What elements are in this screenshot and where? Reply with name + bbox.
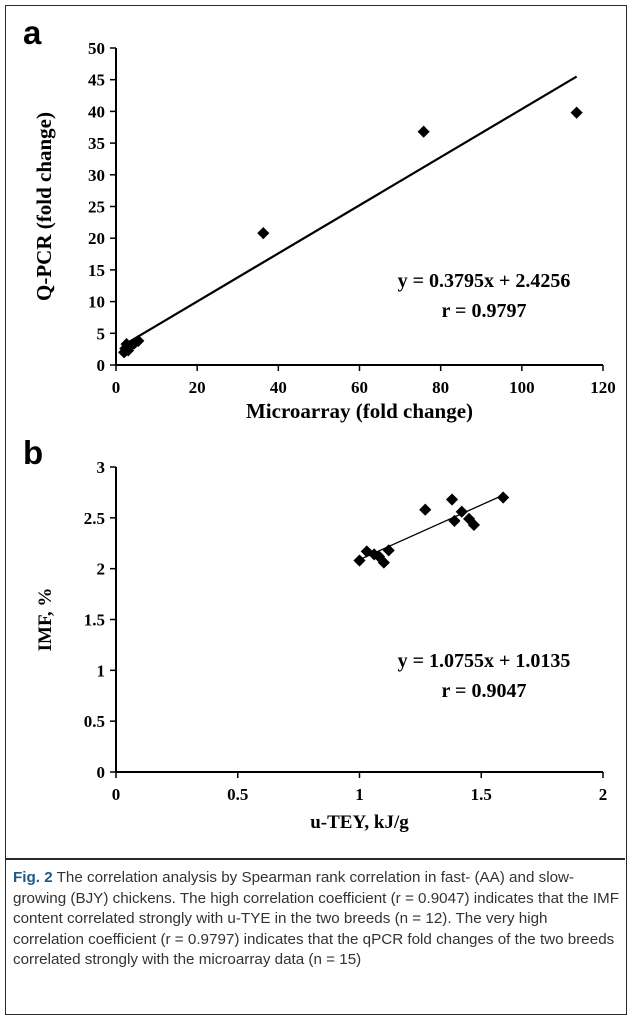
y-tick-label: 0.5 — [84, 712, 105, 731]
scatter-chart-a: 0 5 10 15 20 25 30 35 40 45 50 0 20 40 60 80 100 120 Micro… — [32, 39, 616, 423]
y-tick-label: 1.5 — [84, 611, 105, 630]
figure-frame: a b 0 5 10 15 20 25 30 35 40 45 50 0 20 40 60 80 100 120 M… — [5, 5, 627, 1015]
trendline — [123, 75, 578, 346]
regression-equation: y = 0.3795x + 2.4256 — [398, 270, 571, 292]
data-point — [448, 514, 461, 527]
y-axis-label: Q-PCR (fold change) — [32, 112, 56, 301]
data-point — [417, 125, 430, 138]
trendline — [359, 494, 504, 561]
y-tick-label: 45 — [88, 71, 105, 90]
figure-caption: Fig. 2 The correlation analysis by Spear… — [13, 868, 619, 971]
x-tick-label: 1.5 — [471, 785, 492, 804]
x-tick-label: 0 — [112, 785, 121, 804]
y-tick-label: 10 — [88, 293, 105, 312]
x-tick-label: 0.5 — [227, 785, 248, 804]
data-point — [382, 544, 395, 557]
y-tick-label: 25 — [88, 198, 105, 217]
data-point — [445, 493, 459, 506]
correlation-coefficient: r = 0.9047 — [442, 680, 527, 702]
caption-text: The correlation analysis by Spearman ran… — [13, 869, 619, 968]
y-tick-label: 15 — [88, 261, 105, 280]
regression-equation: y = 1.0755x + 1.0135 — [398, 650, 571, 672]
data-point — [419, 503, 432, 516]
x-tick-label: 100 — [509, 378, 535, 397]
y-tick-label: 5 — [97, 324, 106, 343]
panel-label-b: b — [23, 434, 44, 471]
x-axis-label: u-TEY, kJ/g — [310, 812, 409, 833]
y-tick-label: 0 — [97, 763, 106, 782]
y-tick-label: 3 — [97, 458, 106, 477]
scatter-chart-b: 0 0.5 1 1.5 2 2.5 3 0 0.5 1 1.5 2 u-TEY, kJ/g IMF, % y… — [35, 458, 608, 833]
x-tick-label: 40 — [270, 378, 287, 397]
x-tick-label: 2 — [599, 785, 608, 804]
data-point — [570, 106, 583, 119]
data-point — [497, 491, 510, 504]
panel-label-a: a — [23, 14, 42, 51]
x-tick-label: 0 — [112, 378, 121, 397]
x-tick-label: 60 — [351, 378, 368, 397]
y-tick-label: 40 — [88, 102, 105, 121]
data-point — [132, 334, 145, 347]
caption-divider — [6, 858, 625, 860]
data-point — [353, 554, 366, 567]
y-tick-label: 2.5 — [84, 509, 105, 528]
y-axis-label: IMF, % — [35, 588, 56, 652]
y-tick-label: 35 — [88, 134, 105, 153]
data-point — [377, 556, 390, 569]
y-tick-label: 50 — [88, 39, 105, 58]
caption-label: Fig. 2 — [13, 869, 53, 886]
x-tick-label: 80 — [432, 378, 449, 397]
x-tick-label: 120 — [590, 378, 616, 397]
x-axis-label: Microarray (fold change) — [246, 399, 473, 423]
data-point — [455, 505, 468, 518]
y-tick-label: 0 — [97, 356, 106, 375]
y-tick-label: 30 — [88, 166, 105, 185]
data-point — [467, 518, 481, 532]
y-tick-label: 20 — [88, 229, 105, 248]
y-tick-label: 1 — [97, 661, 106, 680]
x-tick-label: 20 — [189, 378, 206, 397]
x-tick-label: 1 — [355, 785, 364, 804]
correlation-coefficient: r = 0.9797 — [442, 300, 527, 322]
y-tick-label: 2 — [97, 560, 106, 579]
data-point — [257, 227, 270, 240]
